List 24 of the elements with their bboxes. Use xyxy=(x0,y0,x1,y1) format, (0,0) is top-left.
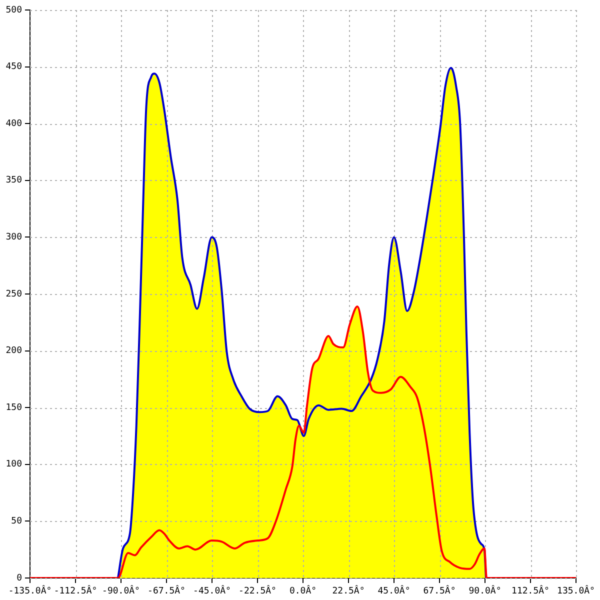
y-tick-label: 200 xyxy=(6,346,22,356)
x-tick-label: -22.5Â° xyxy=(238,584,276,597)
x-tick-label: -112.5Â° xyxy=(54,584,98,597)
y-tick-label: 250 xyxy=(6,289,22,300)
x-tick-label: 135.0Â° xyxy=(557,584,595,597)
x-tick-label: 112.5Â° xyxy=(512,584,550,597)
y-tick-label: 100 xyxy=(6,460,22,470)
x-tick-label: -67.5Â° xyxy=(148,584,186,597)
x-tick-label: 0.0Â° xyxy=(289,584,317,597)
y-tick-label: 400 xyxy=(6,118,22,129)
x-tick-label: 22.5Â° xyxy=(332,584,365,597)
y-tick-label: 50 xyxy=(11,516,22,527)
x-tick-label: 67.5Â° xyxy=(423,584,456,597)
x-tick-label: 90.0Â° xyxy=(468,584,502,597)
y-tick-label: 0 xyxy=(16,573,22,584)
y-tick-label: 300 xyxy=(6,232,22,243)
x-tick-label: -135.0Â° xyxy=(8,584,52,597)
y-tick-label: 350 xyxy=(6,176,22,186)
y-tick-label: 450 xyxy=(6,62,22,72)
y-tick-label: 500 xyxy=(6,5,22,16)
y-tick-label: 150 xyxy=(6,402,22,413)
x-tick-label: -45.0Â° xyxy=(193,584,231,597)
x-tick-label: 45.0Â° xyxy=(378,584,410,597)
x-tick-label: -90.0Â° xyxy=(102,584,140,597)
